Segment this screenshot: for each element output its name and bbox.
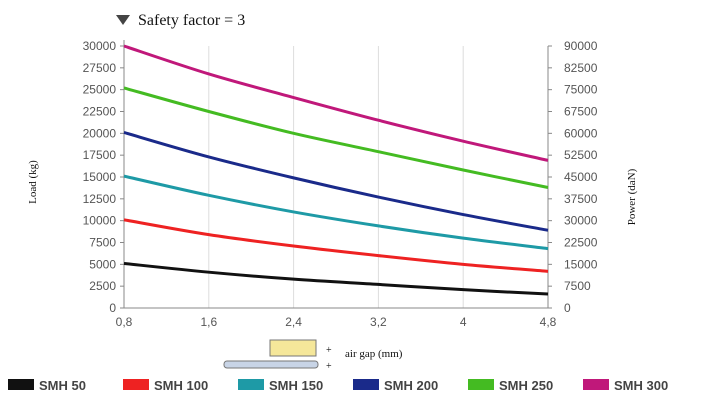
y-tick-label: 12500 [83,192,117,206]
legend-label-smh-250: SMH 250 [499,378,553,393]
y2-axis-label: Power (daN) [626,168,638,225]
legend-swatch-smh-300 [583,379,609,390]
y-axis-ticks: 0 2500 5000 7500 10000 12500 15000 17500 20000 22… [83,39,124,315]
y-tick-label: 17500 [83,148,117,162]
legend: SMH 50 SMH 100 SMH 150 SMH 200 SMH 250 SMH 30… [8,378,668,393]
legend-swatch-smh-150 [238,379,264,390]
y-tick-label: 10000 [83,214,117,228]
series-line-smh-250 [123,86,549,189]
diagram-marker-top: + [326,345,332,356]
x-tick-label: 2,4 [285,315,302,329]
y-tick-label: 0 [109,301,116,315]
series-line-smh-50 [123,261,549,296]
y-tick-label: 22500 [83,105,117,119]
legend-label-smh-300: SMH 300 [614,378,668,393]
y2-tick-label: 37500 [564,192,598,206]
y2-tick-label: 82500 [564,61,598,75]
y2-tick-label: 30000 [564,214,598,228]
x-tick-label: 4,8 [540,315,557,329]
y-tick-label: 15000 [83,170,117,184]
y-tick-label: 27500 [83,61,117,75]
series-line-smh-100 [123,218,549,273]
y2-tick-label: 15000 [564,257,598,271]
legend-label-smh-100: SMH 100 [154,378,208,393]
series-lines [123,44,549,296]
y-tick-label: 2500 [89,279,116,293]
y2-tick-label: 0 [564,301,571,315]
legend-label-smh-50: SMH 50 [39,378,86,393]
y-tick-label: 7500 [89,236,116,250]
legend-swatch-smh-200 [353,379,379,390]
y2-tick-label: 60000 [564,126,598,140]
x-tick-label: 1,6 [200,315,217,329]
y2-tick-label: 52500 [564,148,598,162]
y2-tick-label: 67500 [564,105,598,119]
legend-swatch-smh-50 [8,379,34,390]
x-tick-label: 0,8 [116,315,133,329]
y-tick-label: 25000 [83,83,117,97]
y2-tick-label: 90000 [564,39,598,53]
x-tick-label: 3,2 [370,315,387,329]
y2-tick-label: 22500 [564,236,598,250]
diagram-marker-bottom: + [326,361,332,372]
y2-axis-ticks: 0 7500 15000 22500 30000 37500 45000 52500 60000… [548,39,598,315]
y2-tick-label: 45000 [564,170,598,184]
series-line-smh-300 [123,44,549,162]
y2-tick-label: 7500 [564,279,591,293]
y2-tick-label: 75000 [564,83,598,97]
y-tick-label: 30000 [83,39,117,53]
x-tick-label: 4 [460,315,467,329]
magnet-plate-icon [223,339,319,369]
x-axis-ticks: 0,8 1,6 2,4 3,2 4 4,8 [116,315,557,329]
y-tick-label: 5000 [89,257,116,271]
series-line-smh-200 [123,131,549,232]
legend-swatch-smh-100 [123,379,149,390]
triangle-down-icon [116,15,130,25]
legend-label-smh-200: SMH 200 [384,378,438,393]
y-tick-label: 20000 [83,126,117,140]
chart-title: Safety factor = 3 [138,12,245,29]
legend-swatch-smh-250 [468,379,494,390]
series-line-smh-150 [123,174,549,251]
x-axis-label: air gap (mm) [345,348,403,360]
y-axis-label: Load (kg) [27,160,39,204]
legend-label-smh-150: SMH 150 [269,378,323,393]
